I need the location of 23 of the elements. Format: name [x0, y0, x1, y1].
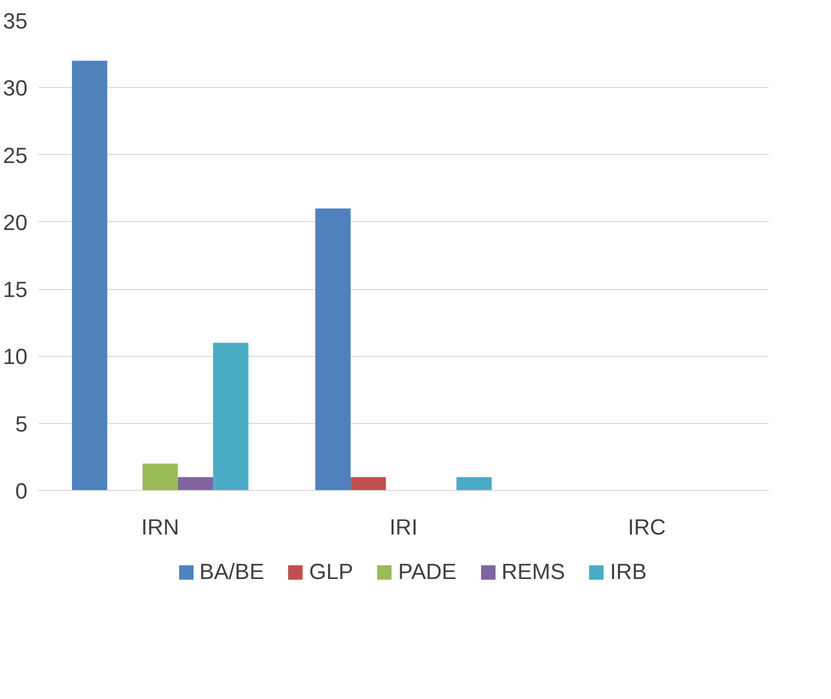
y-tick-label: 0 [15, 478, 28, 504]
bar [213, 342, 248, 490]
y-tick-label: 15 [3, 277, 28, 302]
bar [72, 60, 108, 490]
bar [142, 464, 178, 490]
x-tick-label: IRI [389, 514, 418, 540]
x-tick-label: IRC [628, 514, 666, 540]
bar [350, 477, 386, 490]
y-tick-label: 25 [3, 142, 28, 168]
legend-label: REMS [501, 559, 565, 585]
y-tick-label: 30 [3, 76, 28, 101]
y-tick-label: 35 [3, 8, 28, 34]
y-tick-label: 5 [15, 411, 28, 436]
y-tick-label: 10 [3, 344, 28, 370]
legend-label: GLP [309, 559, 354, 585]
legend-label: BA/BE [199, 559, 264, 585]
legend-label: PADE [398, 559, 456, 585]
bar [178, 477, 214, 490]
x-tick-label: IRN [141, 514, 180, 540]
legend-label: IRB [610, 559, 647, 585]
bar [456, 477, 492, 490]
bar [315, 208, 351, 490]
y-tick-label: 20 [3, 210, 28, 235]
